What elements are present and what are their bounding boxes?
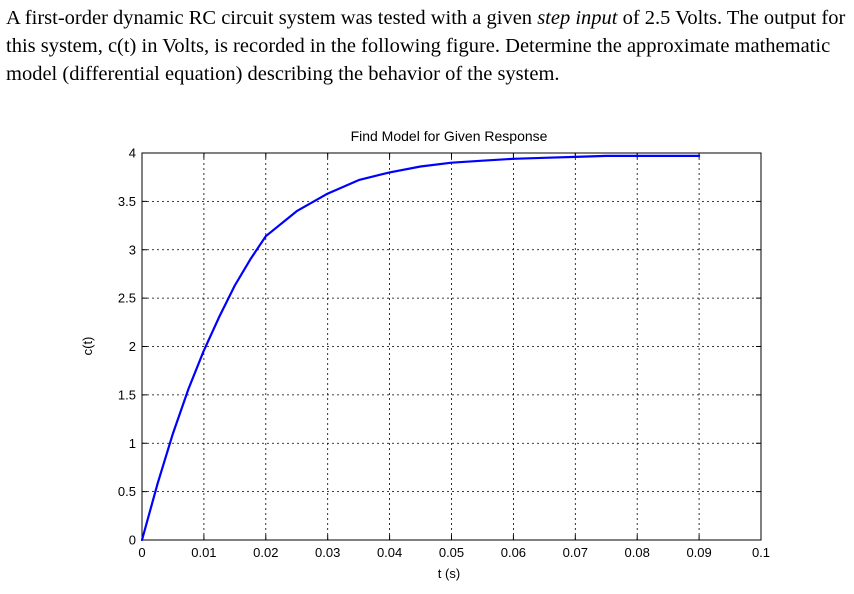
- y-tick-label: 1.5: [118, 387, 136, 402]
- x-tick-label: 0.02: [253, 545, 278, 560]
- y-tick-label: 2.5: [118, 291, 136, 306]
- y-tick-label: 0: [129, 533, 136, 548]
- y-tick-label: 3: [129, 242, 136, 257]
- y-tick-labels: 0 0.5 1 1.5 2 2.5 3 3.5 4: [118, 146, 136, 548]
- x-tick-label: 0.08: [625, 545, 650, 560]
- question-part-1: A first-order dynamic RC circuit system …: [6, 7, 538, 29]
- chart-title: Find Model for Given Response: [351, 128, 548, 144]
- y-tick-label: 2: [129, 339, 136, 354]
- x-axis-label: t (s): [438, 566, 460, 581]
- series-layer: [140, 154, 701, 542]
- y-axis-label: c(t): [80, 337, 95, 356]
- x-tick-label: 0.1: [752, 545, 770, 560]
- question-part-2: of 2.5 Volts. The output for this system…: [6, 7, 846, 85]
- x-tick-label: 0.09: [686, 545, 711, 560]
- y-tick-label: 3.5: [118, 194, 136, 209]
- question-text: A first-order dynamic RC circuit system …: [6, 4, 852, 88]
- y-tick-label: 0.5: [118, 484, 136, 499]
- question-emphasis: step input: [537, 7, 618, 29]
- x-tick-label: 0: [138, 545, 145, 560]
- y-tick-label: 1: [129, 436, 136, 451]
- y-tick-label: 4: [129, 146, 136, 161]
- grid-lines: [142, 153, 761, 540]
- x-tick-label: 0.04: [377, 545, 402, 560]
- x-tick-label: 0.06: [501, 545, 526, 560]
- x-tick-label: 0.01: [191, 545, 216, 560]
- series-line-1: [140, 154, 701, 542]
- x-tick-label: 0.05: [439, 545, 464, 560]
- x-tick-label: 0.03: [315, 545, 340, 560]
- x-tick-label: 0.07: [563, 545, 588, 560]
- x-tick-labels: 0 0.01 0.02 0.03 0.04 0.05 0.06 0.07 0.08 0.09 0.1: [138, 545, 770, 560]
